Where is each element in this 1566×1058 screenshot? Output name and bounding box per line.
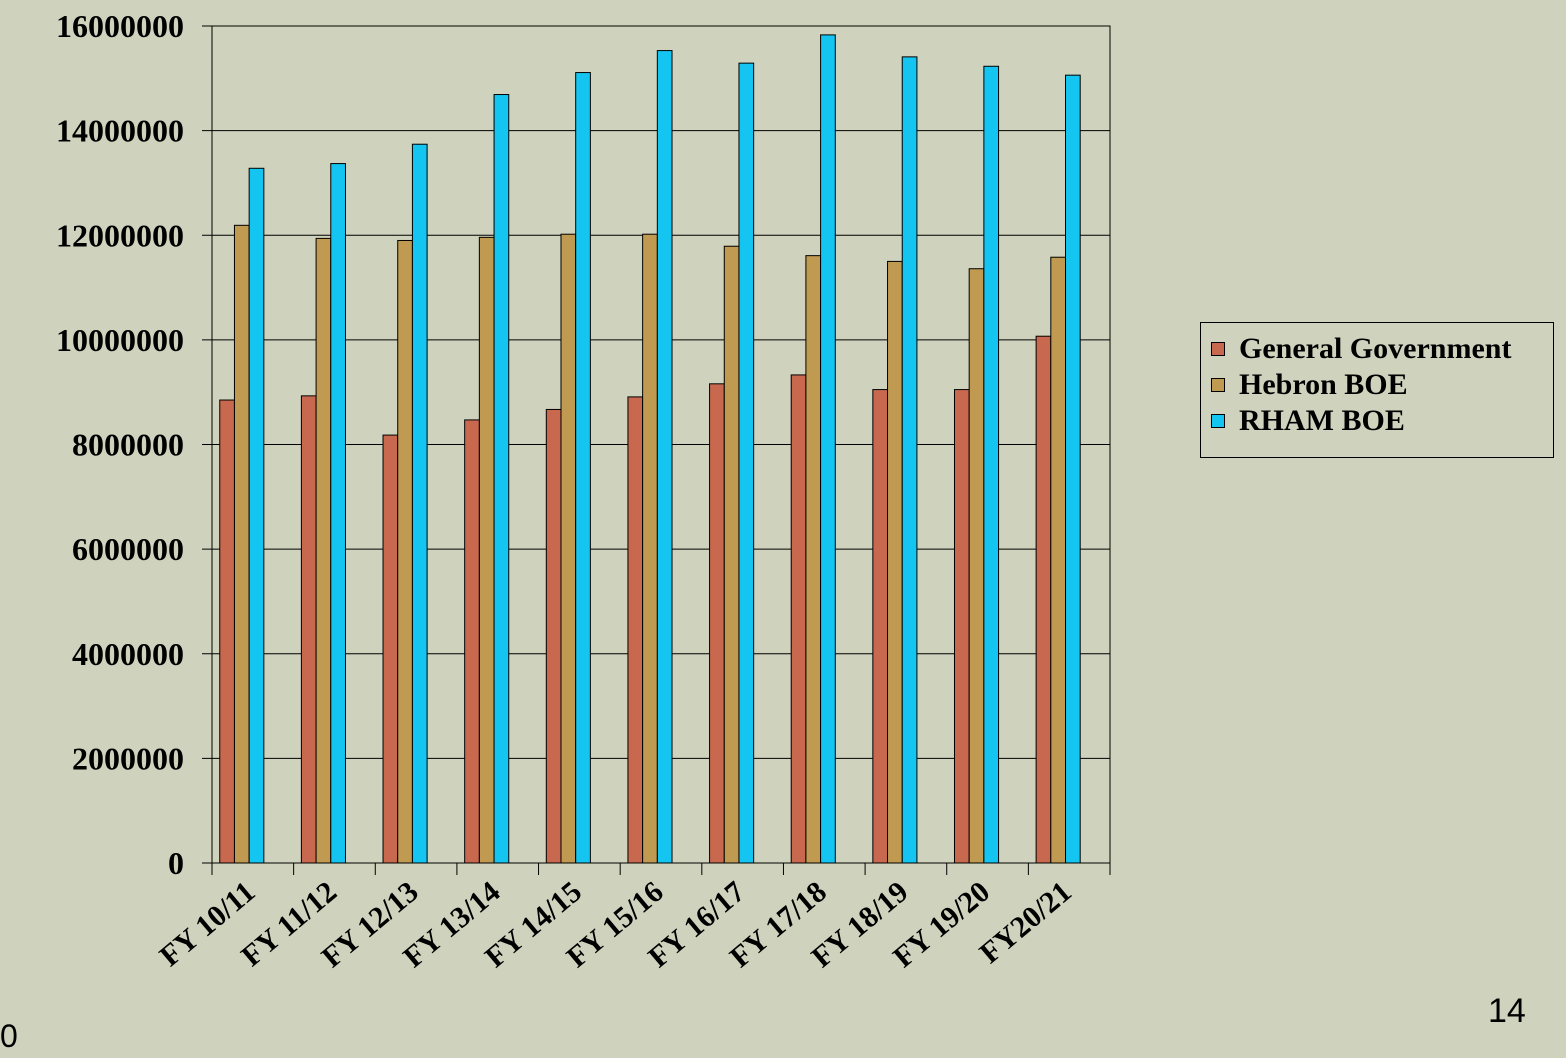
y-tick-label: 14000000 <box>56 113 184 149</box>
legend-item-general-government: General Government <box>1211 331 1553 367</box>
y-tick-label: 6000000 <box>72 531 184 567</box>
legend-swatch-rham-boe <box>1211 414 1225 428</box>
bar-hebron-boe <box>315 237 332 864</box>
axes <box>202 25 1111 875</box>
bar-hebron-boe <box>968 268 985 864</box>
bar-hebron-boe <box>478 236 495 864</box>
legend-label: Hebron BOE <box>1239 368 1408 401</box>
bar-hebron-boe <box>805 255 822 864</box>
plot-frame <box>211 25 1111 864</box>
y-tick-label: 2000000 <box>72 740 184 776</box>
bar-general-government <box>709 383 725 864</box>
bar-general-government <box>464 419 480 864</box>
legend-item-hebron-boe: Hebron BOE <box>1211 367 1553 403</box>
legend-label: General Government <box>1239 332 1512 365</box>
corner-text: 0 <box>0 1018 18 1054</box>
bar-rham-boe <box>248 167 265 864</box>
x-tick-label: FY20/21 <box>974 875 1078 970</box>
legend-label: RHAM BOE <box>1239 404 1405 437</box>
bar-general-government <box>219 399 235 864</box>
bar-hebron-boe <box>560 233 577 864</box>
y-tick-label: 12000000 <box>56 217 184 253</box>
bar-rham-boe <box>738 62 755 864</box>
y-tick-label: 10000000 <box>56 322 184 358</box>
bar-rham-boe <box>330 163 346 864</box>
bar-general-government <box>872 389 889 864</box>
bar-hebron-boe <box>642 233 658 864</box>
bar-rham-boe <box>901 56 918 864</box>
y-tick-label: 0 <box>168 845 184 881</box>
bar-rham-boe <box>411 143 428 864</box>
bar-general-government <box>953 389 970 864</box>
bar-hebron-boe <box>723 245 740 864</box>
bar-hebron-boe <box>233 224 250 864</box>
bar-rham-boe <box>493 94 510 864</box>
bar-hebron-boe <box>397 239 413 864</box>
bars <box>219 34 1081 864</box>
bar-rham-boe <box>820 34 836 864</box>
bar-general-government <box>300 395 317 864</box>
bar-general-government <box>627 396 644 864</box>
bar-hebron-boe <box>1050 256 1067 864</box>
y-tick-label: 8000000 <box>72 427 184 463</box>
legend-item-rham-boe: RHAM BOE <box>1211 403 1553 439</box>
page-number: 14 <box>1488 992 1526 1030</box>
bar-general-government <box>1035 335 1052 864</box>
bar-general-government <box>545 408 562 864</box>
y-tick-label: 16000000 <box>56 8 184 44</box>
legend-swatch-general-government <box>1211 342 1225 356</box>
y-tick-labels: 0 2000000 4000000 6000000 8000000 10000000 120… <box>56 8 184 881</box>
bar-rham-boe <box>1065 74 1081 864</box>
bar-general-government <box>382 434 399 864</box>
legend-swatch-hebron-boe <box>1211 378 1225 392</box>
bar-rham-boe <box>656 50 673 864</box>
bar-general-government <box>790 374 807 864</box>
y-tick-label: 4000000 <box>72 636 184 672</box>
legend: General Government Hebron BOE RHAM BOE <box>1200 322 1554 458</box>
bar-hebron-boe <box>887 260 903 864</box>
bar-rham-boe <box>983 65 1000 864</box>
bar-rham-boe <box>575 72 591 864</box>
